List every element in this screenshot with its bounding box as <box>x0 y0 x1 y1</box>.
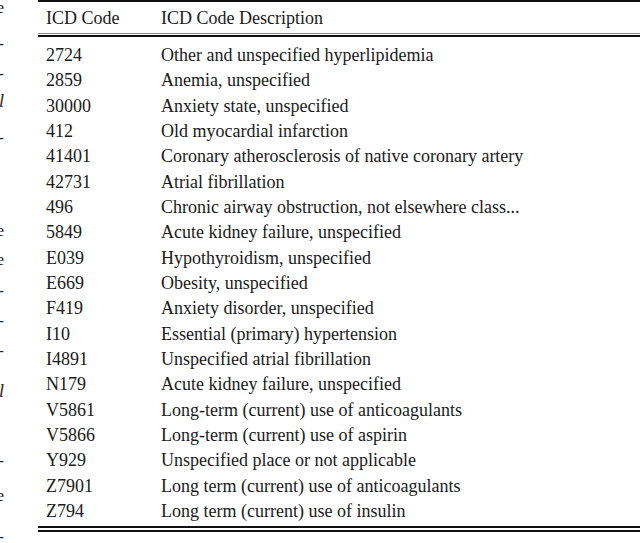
icd-code-cell: V5861 <box>46 400 161 421</box>
icd-code-cell: F419 <box>46 298 161 319</box>
table-header-row: ICD Code ICD Code Description <box>38 5 640 32</box>
icd-description-cell: Unspecified atrial fibrillation <box>161 349 371 370</box>
icd-code-cell: Y929 <box>46 450 161 471</box>
icd-description-cell: Essential (primary) hypertension <box>161 324 397 345</box>
icd-code-cell: 41401 <box>46 146 161 167</box>
icd-description-cell: Anxiety state, unspecified <box>161 96 348 117</box>
margin-glyph-fragment: - <box>0 311 4 331</box>
table-row: 42731Atrial fibrillation <box>38 170 640 195</box>
table-row: I10Essential (primary) hypertension <box>38 322 640 347</box>
table-row: V5861Long-term (current) use of anticoag… <box>38 398 640 423</box>
table-row: 496Chronic airway obstruction, not elsew… <box>38 195 640 220</box>
column-header-icd-code: ICD Code <box>46 8 161 29</box>
icd-description-cell: Other and unspecified hyperlipidemia <box>161 45 433 66</box>
icd-code-cell: I4891 <box>46 349 161 370</box>
icd-code-cell: E669 <box>46 273 161 294</box>
icd-description-cell: Obesity, unspecified <box>161 273 308 294</box>
icd-description-cell: Hypothyroidism, unspecified <box>161 248 371 269</box>
icd-code-cell: 496 <box>46 197 161 218</box>
margin-glyph-fragment: - <box>0 128 4 148</box>
table-rows: 2724Other and unspecified hyperlipidemia… <box>38 43 640 524</box>
icd-description-cell: Atrial fibrillation <box>161 172 284 193</box>
header-separator-rule-thick <box>38 35 640 37</box>
table-top-rule <box>38 0 640 2</box>
margin-glyph-fragment: - <box>0 64 4 84</box>
icd-code-cell: Z7901 <box>46 476 161 497</box>
icd-code-cell: V5866 <box>46 425 161 446</box>
icd-description-cell: Long-term (current) use of aspirin <box>161 425 407 446</box>
icd-description-cell: Acute kidney failure, unspecified <box>161 222 401 243</box>
table-row: 2859Anemia, unspecified <box>38 68 640 93</box>
margin-glyph-fragment: - <box>0 451 4 471</box>
margin-glyph-fragment: e <box>0 250 4 270</box>
icd-description-cell: Anemia, unspecified <box>161 70 310 91</box>
table-row: 41401Coronary atherosclerosis of native … <box>38 144 640 169</box>
icd-description-cell: Acute kidney failure, unspecified <box>161 374 401 395</box>
margin-glyph-fragment: - <box>0 341 4 361</box>
icd-description-cell: Anxiety disorder, unspecified <box>161 298 374 319</box>
icd-description-cell: Long-term (current) use of anticoagulant… <box>161 400 462 421</box>
margin-glyph-fragment: l <box>0 91 4 111</box>
margin-glyph-fragment: - <box>0 527 4 543</box>
icd-description-cell: Long term (current) use of anticoagulant… <box>161 476 460 497</box>
icd-description-cell: Coronary atherosclerosis of native coron… <box>161 146 523 167</box>
table-row: E669Obesity, unspecified <box>38 271 640 296</box>
icd-code-cell: 2859 <box>46 70 161 91</box>
icd-code-cell: 30000 <box>46 96 161 117</box>
icd-description-cell: Old myocardial infarction <box>161 121 348 142</box>
table-row: N179Acute kidney failure, unspecified <box>38 372 640 397</box>
margin-glyph-fragment: e <box>0 486 4 506</box>
icd-code-cell: 42731 <box>46 172 161 193</box>
icd-description-cell: Chronic airway obstruction, not elsewher… <box>161 197 519 218</box>
table-row: Z7901Long term (current) use of anticoag… <box>38 474 640 499</box>
margin-glyph-fragment: l <box>0 381 4 401</box>
margin-glyph-fragment: e <box>0 0 4 18</box>
paper-table-page: { "table": { "columns": ["ICD Code", "IC… <box>0 0 640 543</box>
icd-code-cell: E039 <box>46 248 161 269</box>
table-row: 412Old myocardial infarction <box>38 119 640 144</box>
margin-glyph-fragment: - <box>0 281 4 301</box>
icd-code-cell: 412 <box>46 121 161 142</box>
icd-code-cell: 2724 <box>46 45 161 66</box>
icd-code-table: ICD Code ICD Code Description 2724Other … <box>38 0 640 543</box>
icd-code-cell: I10 <box>46 324 161 345</box>
column-header-icd-description: ICD Code Description <box>161 8 323 29</box>
header-separator-rule-thin <box>38 33 640 34</box>
icd-code-cell: Z794 <box>46 501 161 522</box>
table-row: I4891Unspecified atrial fibrillation <box>38 347 640 372</box>
icd-description-cell: Long term (current) use of insulin <box>161 501 405 522</box>
table-row: 2724Other and unspecified hyperlipidemia <box>38 43 640 68</box>
icd-code-cell: 5849 <box>46 222 161 243</box>
table-row: Y929Unspecified place or not applicable <box>38 448 640 473</box>
table-row: 5849Acute kidney failure, unspecified <box>38 220 640 245</box>
icd-code-cell: N179 <box>46 374 161 395</box>
table-row: Z794Long term (current) use of insulin <box>38 499 640 524</box>
table-row: F419Anxiety disorder, unspecified <box>38 296 640 321</box>
table-row: 30000Anxiety state, unspecified <box>38 94 640 119</box>
table-row: E039Hypothyroidism, unspecified <box>38 246 640 271</box>
table-row: V5866Long-term (current) use of aspirin <box>38 423 640 448</box>
margin-glyph-fragment: - <box>0 34 4 54</box>
icd-description-cell: Unspecified place or not applicable <box>161 450 416 471</box>
margin-glyph-fragment: e <box>0 221 4 241</box>
table-bottom-double-rule <box>38 526 640 532</box>
